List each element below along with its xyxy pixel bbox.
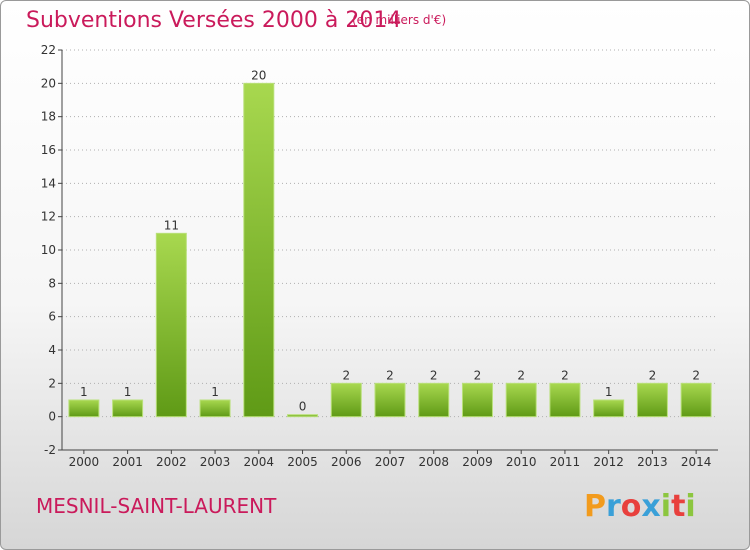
x-tick-label: 2001 — [112, 455, 143, 469]
bar — [199, 399, 231, 418]
x-tick-label: 2009 — [462, 455, 493, 469]
bar — [374, 382, 406, 418]
y-tick-label: 0 — [48, 410, 56, 424]
bar — [680, 382, 712, 418]
data-label: 1 — [605, 385, 613, 399]
data-label: 2 — [386, 368, 394, 382]
bar — [636, 382, 668, 418]
bar — [593, 399, 625, 418]
bars-layer — [68, 82, 712, 418]
bar — [112, 399, 144, 418]
data-label: 2 — [342, 368, 350, 382]
x-tick-label: 2010 — [506, 455, 537, 469]
y-tick-label: 10 — [41, 243, 56, 257]
data-label: 2 — [474, 368, 482, 382]
y-tick-label: -2 — [44, 443, 56, 457]
y-tick-label: 12 — [41, 210, 56, 224]
x-tick-label: 2007 — [375, 455, 406, 469]
x-tick-label: 2006 — [331, 455, 362, 469]
y-tick-label: 4 — [48, 343, 56, 357]
data-label: 2 — [561, 368, 569, 382]
bar — [461, 382, 493, 418]
y-tick-label: 16 — [41, 143, 56, 157]
bar — [549, 382, 581, 418]
data-label: 11 — [164, 218, 179, 232]
chart-title: Subventions Versées 2000 à 2014 — [26, 8, 402, 33]
data-label: 1 — [211, 385, 219, 399]
proxiti-logo: Proxiti — [584, 489, 694, 524]
data-label: 2 — [649, 368, 657, 382]
x-tick-label: 2013 — [637, 455, 668, 469]
x-tick-label: 2014 — [681, 455, 712, 469]
x-tick-label: 2005 — [287, 455, 318, 469]
x-tick-label: 2000 — [69, 455, 100, 469]
y-tick-label: 20 — [41, 76, 56, 90]
y-tick-label: 8 — [48, 276, 56, 290]
data-label: 2 — [692, 368, 700, 382]
bar — [243, 82, 275, 418]
data-label: 2 — [430, 368, 438, 382]
svg-text:Proxiti: Proxiti — [584, 489, 694, 524]
y-tick-label: 18 — [41, 110, 56, 124]
x-tick-label: 2011 — [550, 455, 581, 469]
data-label: 1 — [80, 385, 88, 399]
bar — [330, 382, 362, 418]
x-tick-label: 2004 — [244, 455, 275, 469]
data-label: 2 — [517, 368, 525, 382]
bar — [287, 414, 319, 418]
y-tick-label: 14 — [41, 176, 56, 190]
x-tick-label: 2003 — [200, 455, 231, 469]
bar — [155, 232, 187, 418]
data-label: 20 — [251, 68, 266, 82]
y-tick-label: 22 — [41, 43, 56, 57]
y-tick-label: 6 — [48, 310, 56, 324]
data-label: 1 — [124, 385, 132, 399]
data-label: 0 — [299, 400, 307, 414]
y-tick-label: 2 — [48, 376, 56, 390]
x-tick-label: 2012 — [593, 455, 624, 469]
chart-subtitle: (en milliers d'€) — [352, 13, 447, 27]
bar — [68, 399, 100, 418]
x-tick-label: 2002 — [156, 455, 187, 469]
x-tick-label: 2008 — [418, 455, 449, 469]
town-name: MESNIL-SAINT-LAURENT — [36, 494, 277, 518]
bar — [505, 382, 537, 418]
bar — [418, 382, 450, 418]
